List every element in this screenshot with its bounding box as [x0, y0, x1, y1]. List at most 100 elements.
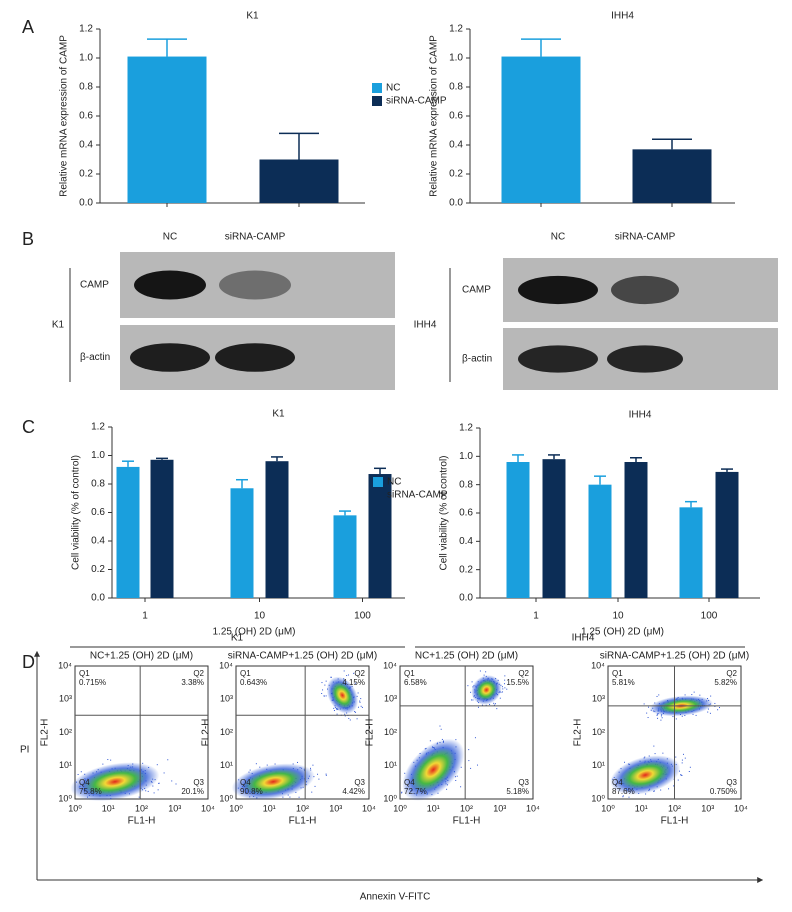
y-tick-label: 1.0 — [449, 53, 463, 64]
density-cloud — [326, 676, 359, 714]
event-dot — [493, 704, 495, 706]
event-dot — [440, 728, 442, 730]
bar — [259, 159, 339, 203]
event-dot — [662, 752, 664, 754]
quadrant-name: Q4 — [404, 778, 415, 787]
y-tick-label: 10⁴ — [219, 660, 233, 670]
row-label: CAMP — [80, 280, 109, 291]
x-tick-label: 100 — [701, 611, 718, 622]
lane-label: siRNA-CAMP — [615, 232, 676, 243]
event-dot — [156, 764, 158, 766]
event-dot — [681, 774, 683, 776]
x-tick-label: 10⁰ — [393, 803, 407, 813]
event-dot — [317, 773, 319, 775]
event-dot — [504, 675, 506, 677]
y-axis-label: FL2-H — [573, 719, 584, 747]
event-dot — [142, 762, 144, 764]
event-dot — [343, 670, 345, 672]
y-axis-label: Relative mRNA expression of CAMP — [429, 35, 440, 197]
quadrant-percent: 0.750% — [710, 787, 737, 796]
legend-swatch — [372, 83, 382, 93]
event-dot — [692, 713, 694, 715]
x-tick-label: 10³ — [701, 803, 714, 813]
bar — [715, 471, 739, 598]
panel-label: B — [22, 229, 34, 249]
y-tick-label: 0.6 — [91, 507, 105, 518]
event-dot — [455, 779, 457, 781]
event-dot — [499, 697, 501, 699]
event-dot — [467, 685, 469, 687]
event-dot — [157, 789, 159, 791]
event-dot — [714, 705, 716, 707]
event-dot — [471, 699, 473, 701]
event-dot — [477, 764, 479, 766]
lane-label: NC — [551, 232, 565, 243]
x-tick-label: 10⁴ — [201, 803, 215, 813]
quadrant-name: Q2 — [193, 669, 204, 678]
event-dot — [322, 689, 324, 691]
x-axis-label: FL1-H — [661, 816, 689, 827]
event-dot — [175, 783, 177, 785]
bar — [588, 484, 612, 598]
y-tick-label: 0.4 — [91, 536, 105, 547]
x-tick-label: 1 — [533, 611, 539, 622]
y-tick-label: 1.0 — [459, 451, 473, 462]
y-tick-label: 1.2 — [459, 423, 473, 434]
event-dot — [344, 713, 346, 715]
x-axis-label: 1.25 (OH) 2D (μM) — [581, 627, 664, 638]
y-tick-label: 0.4 — [449, 140, 463, 151]
event-dot — [321, 682, 323, 684]
y-tick-label: 10⁴ — [383, 660, 397, 670]
event-dot — [298, 796, 300, 798]
quadrant-name: Q3 — [193, 778, 204, 787]
event-dot — [472, 699, 474, 701]
cell-line-label: K1 — [52, 320, 65, 331]
event-dot — [439, 725, 441, 727]
event-dot — [675, 718, 677, 720]
event-dot — [344, 715, 346, 717]
x-tick-label: 10³ — [329, 803, 342, 813]
event-dot — [710, 695, 712, 697]
event-dot — [680, 774, 682, 776]
quadrant-percent: 0.715% — [79, 678, 106, 687]
bar — [506, 462, 530, 598]
event-dot — [468, 749, 470, 751]
event-dot — [323, 695, 325, 697]
blot-band — [611, 275, 679, 305]
bar — [679, 507, 703, 598]
plot-title: siRNA-CAMP+1.25 (OH) 2D (μM) — [600, 651, 749, 662]
blot-band — [134, 270, 206, 300]
y-tick-label: 10⁰ — [383, 793, 397, 803]
quadrant-name: Q2 — [726, 669, 737, 678]
event-dot — [401, 792, 403, 794]
event-dot — [325, 774, 327, 776]
event-dot — [493, 702, 495, 704]
quadrant-name: Q1 — [612, 669, 623, 678]
event-dot — [485, 704, 487, 706]
event-dot — [643, 703, 645, 705]
y-tick-label: 0.2 — [459, 564, 473, 575]
quadrant-percent: 0.643% — [240, 678, 267, 687]
event-dot — [680, 774, 682, 776]
y-axis-label: Cell viability (% of control) — [71, 455, 82, 570]
event-dot — [485, 671, 487, 673]
event-dot — [675, 756, 677, 758]
x-tick-label: 10⁰ — [68, 803, 82, 813]
y-tick-label: 10³ — [384, 694, 397, 704]
event-dot — [622, 795, 624, 797]
legend-swatch — [373, 490, 383, 500]
event-dot — [474, 737, 476, 739]
y-tick-label: 0.8 — [449, 82, 463, 93]
x-tick-label: 10⁰ — [601, 803, 615, 813]
event-dot — [318, 778, 320, 780]
bar — [624, 462, 648, 598]
event-dot — [668, 788, 670, 790]
event-dot — [481, 704, 483, 706]
axis-title: PI — [20, 745, 29, 756]
group-label: IHH4 — [572, 633, 595, 644]
quadrant-percent: 6.58% — [404, 678, 427, 687]
event-dot — [504, 679, 506, 681]
density-cloud — [231, 763, 315, 800]
x-tick-label: 10¹ — [635, 803, 648, 813]
quadrant-percent: 5.18% — [506, 787, 529, 796]
